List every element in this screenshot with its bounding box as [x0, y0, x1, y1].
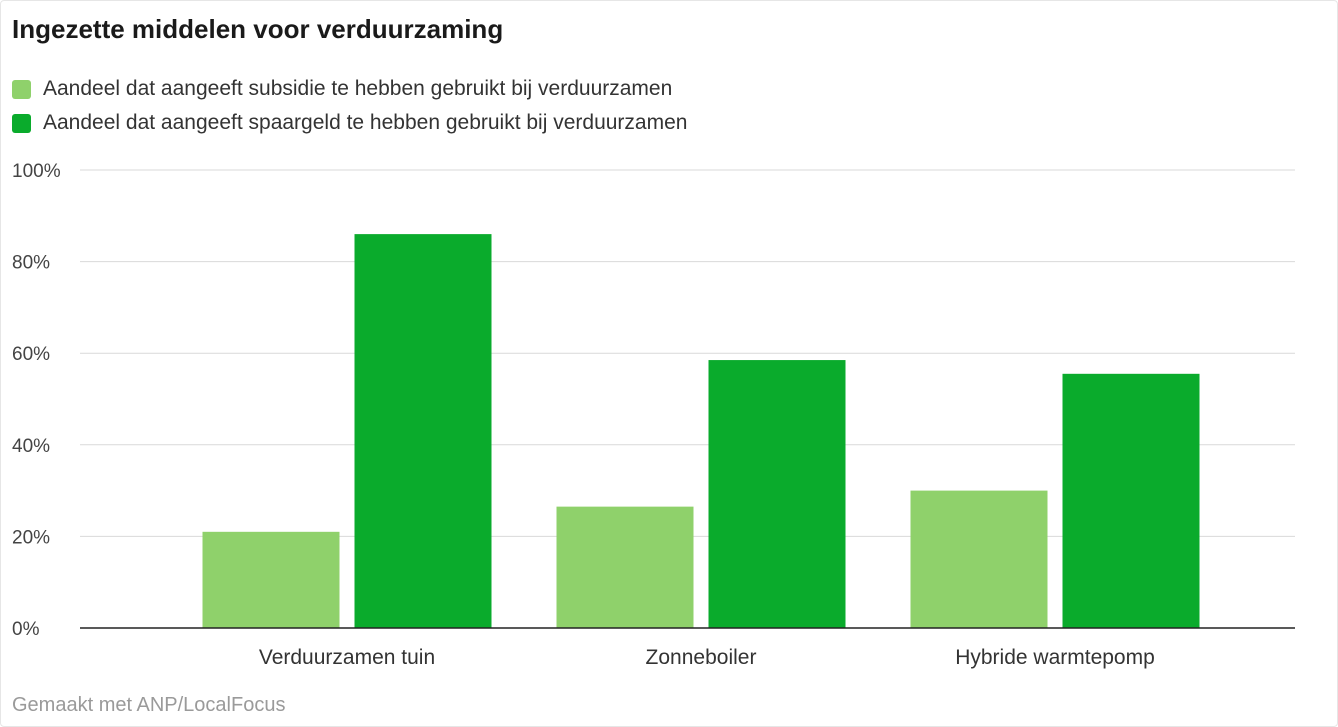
y-tick-label: 0% — [12, 619, 40, 640]
y-tick-label: 80% — [12, 253, 50, 274]
bar-spaargeld — [354, 234, 492, 628]
bar-subsidie — [556, 506, 694, 628]
legend: Aandeel dat aangeeft subsidie te hebben … — [12, 72, 687, 140]
y-tick-label: 100% — [12, 161, 61, 182]
x-category-label: Verduurzamen tuin — [259, 646, 435, 669]
y-tick-label: 60% — [12, 344, 50, 365]
legend-label-subsidie: Aandeel dat aangeeft subsidie te hebben … — [43, 77, 673, 100]
y-tick-label: 40% — [12, 436, 50, 457]
legend-item-subsidie[interactable]: Aandeel dat aangeeft subsidie te hebben … — [12, 72, 687, 106]
legend-swatch-spaargeld — [12, 113, 31, 133]
bar-spaargeld — [1062, 373, 1200, 628]
legend-label-spaargeld: Aandeel dat aangeeft spaargeld te hebben… — [43, 111, 688, 134]
bar-subsidie — [202, 531, 340, 628]
x-category-label: Hybride warmtepomp — [955, 646, 1155, 669]
legend-swatch-subsidie — [12, 79, 31, 99]
bar-spaargeld — [708, 360, 846, 628]
footer-credit: Gemaakt met ANP/LocalFocus — [12, 694, 286, 716]
legend-item-spaargeld[interactable]: Aandeel dat aangeeft spaargeld te hebben… — [12, 106, 687, 140]
x-category-label: Zonneboiler — [646, 646, 757, 669]
chart-title: Ingezette middelen voor verduurzaming — [12, 14, 504, 44]
y-tick-label: 20% — [12, 527, 50, 548]
bar-subsidie — [910, 490, 1048, 628]
